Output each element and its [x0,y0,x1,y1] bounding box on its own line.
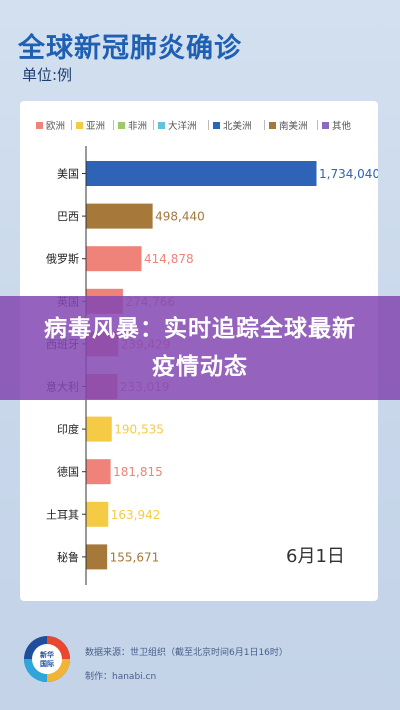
value-label: 155,671 [110,550,160,564]
bar [86,459,111,485]
legend-swatch [269,121,276,129]
legend-swatch [36,121,43,129]
legend-separator [208,120,209,130]
legend-separator [153,120,154,130]
category-label: 秘鲁 [57,550,79,564]
legend-swatch [213,121,220,129]
legend-label: 南美洲 [279,121,308,132]
legend-separator [71,120,72,130]
legend-label: 北美洲 [223,121,252,132]
legend-swatch [76,121,83,129]
legend-item: 大洋洲 [158,118,197,132]
chart-legend: 欧洲 亚洲 非洲 大洋洲 北美洲 南美洲 其他 [36,118,376,132]
legend-item: 南美洲 [269,118,308,132]
legend-label: 亚洲 [86,121,106,132]
svg-text:新华: 新华 [40,650,54,659]
bar [86,501,109,527]
value-label: 190,535 [114,423,164,437]
legend-separator [113,120,114,130]
legend-label: 其他 [332,121,352,132]
legend-item: 非洲 [118,118,147,132]
category-label: 俄罗斯 [46,253,79,266]
bar [86,203,153,229]
category-label: 土耳其 [46,508,79,521]
bar [86,161,317,186]
legend-separator [317,120,318,130]
bar [86,416,112,442]
legend-item: 其他 [322,118,351,132]
legend-label: 非洲 [128,121,148,132]
value-label: 414,878 [144,252,194,266]
svg-text:国际: 国际 [40,659,54,668]
page-title: 全球新冠肺炎确诊 [18,33,242,64]
bar [86,544,108,570]
maker-credit: 制作：hanabi.cn [85,672,157,682]
category-label: 美国 [57,168,79,181]
legend-swatch [322,121,329,129]
value-label: 181,815 [113,465,163,479]
legend-separator [264,120,265,130]
data-source: 数据来源：世卫组织（截至北京时间6月1日16时） [85,648,288,658]
category-label: 德国 [57,465,79,479]
bar [86,246,142,272]
headline-banner: 病毒风暴：实时追踪全球最新疫情动态 [0,296,400,400]
category-label: 印度 [57,422,79,436]
category-label: 巴西 [57,210,79,223]
legend-label: 大洋洲 [168,121,197,132]
legend-label: 欧洲 [46,121,66,132]
value-label: 163,942 [111,508,161,522]
legend-swatch [158,121,165,129]
headline-text: 病毒风暴：实时追踪全球最新疫情动态 [44,316,356,380]
legend-item: 欧洲 [36,118,65,132]
legend-item: 北美洲 [213,118,252,132]
unit-label: 单位:例 [22,66,73,84]
legend-item: 亚洲 [76,118,105,132]
xinhua-logo: 新华 国际 [24,636,70,682]
value-label: 498,440 [155,210,205,224]
date-label: 6月1日 [286,546,345,567]
value-label: 1,734,040 [319,167,378,181]
legend-swatch [118,121,125,129]
